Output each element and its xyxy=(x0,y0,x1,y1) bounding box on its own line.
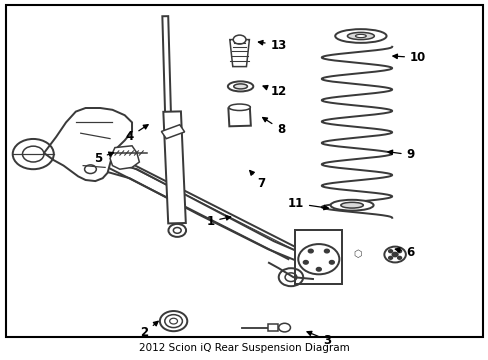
Text: 4: 4 xyxy=(125,125,148,143)
Text: 5: 5 xyxy=(94,152,113,165)
Text: 2012 Scion iQ Rear Suspension Diagram: 2012 Scion iQ Rear Suspension Diagram xyxy=(139,343,349,353)
Text: 7: 7 xyxy=(249,171,265,190)
Bar xyxy=(295,230,342,284)
Ellipse shape xyxy=(334,29,386,43)
Ellipse shape xyxy=(228,104,250,111)
Ellipse shape xyxy=(233,35,245,44)
Circle shape xyxy=(329,261,334,264)
Polygon shape xyxy=(110,146,139,169)
Circle shape xyxy=(303,261,307,264)
Text: 10: 10 xyxy=(392,51,426,64)
Circle shape xyxy=(316,267,321,271)
Ellipse shape xyxy=(346,32,374,40)
Text: 12: 12 xyxy=(263,85,286,98)
Text: 9: 9 xyxy=(387,148,414,161)
Bar xyxy=(267,324,277,331)
Polygon shape xyxy=(76,140,298,259)
Ellipse shape xyxy=(340,202,363,208)
Ellipse shape xyxy=(355,35,366,38)
Polygon shape xyxy=(161,125,184,139)
Circle shape xyxy=(388,256,392,259)
Text: 3: 3 xyxy=(306,331,331,347)
Circle shape xyxy=(397,256,401,259)
Text: 2: 2 xyxy=(140,321,158,339)
Polygon shape xyxy=(229,40,249,67)
Polygon shape xyxy=(44,108,132,181)
Ellipse shape xyxy=(330,200,373,211)
Text: 11: 11 xyxy=(287,197,328,210)
Text: 1: 1 xyxy=(206,215,230,228)
Text: 13: 13 xyxy=(258,39,286,51)
Circle shape xyxy=(391,252,397,257)
Circle shape xyxy=(308,249,313,253)
Circle shape xyxy=(388,250,392,253)
Text: 8: 8 xyxy=(262,117,285,136)
Polygon shape xyxy=(228,108,250,126)
Text: 6: 6 xyxy=(394,246,414,258)
Polygon shape xyxy=(163,111,185,224)
Circle shape xyxy=(397,250,401,253)
Circle shape xyxy=(324,249,328,253)
Ellipse shape xyxy=(233,84,247,89)
Polygon shape xyxy=(162,16,172,173)
Polygon shape xyxy=(78,155,303,262)
Ellipse shape xyxy=(227,81,253,91)
Text: ⬡: ⬡ xyxy=(353,249,362,259)
